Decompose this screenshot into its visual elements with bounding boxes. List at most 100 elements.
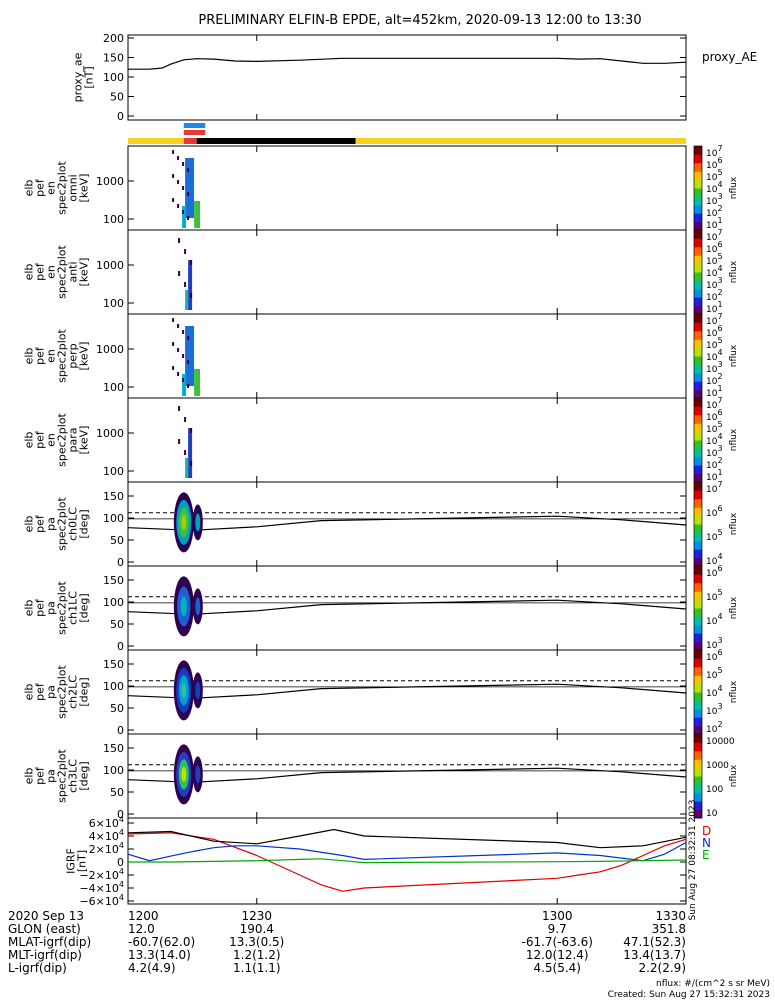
pa-y-tick-label: 150 (103, 574, 124, 587)
energy-colorbar-segment (694, 406, 702, 416)
spectrogram-data (190, 461, 193, 466)
ephem-row-label: MLAT-igrf(dip) (8, 935, 91, 949)
pa-y-tick-label: 100 (103, 680, 124, 693)
panels: 200150100500proxy_AEproxy_ae[nT]1000100e… (8, 32, 757, 975)
energy-colorbar-segment (694, 322, 702, 332)
energy-colorbar-segment (694, 364, 702, 374)
igrf-y-tick-label: −2×104 (79, 867, 124, 882)
spectrogram-data (184, 417, 187, 422)
igrf-panel-frame (127, 817, 687, 905)
spectrogram-data (182, 206, 187, 228)
ylabel-line: [deg] (78, 677, 91, 706)
pa-colorbar-segment (694, 608, 702, 617)
energy-colorbar-segment (694, 448, 702, 458)
ephem-value: 13.4(13.7) (623, 948, 686, 962)
spectrogram-data (185, 326, 195, 386)
ylabel-line: spec2plot (56, 329, 69, 383)
igrf-line-N (127, 841, 687, 862)
pa-colorbar-tick-label: 107 (706, 480, 723, 495)
ephem-value: 1.1(1.1) (233, 961, 281, 975)
spectrogram-data (182, 378, 185, 382)
pa-colorbar-segment (694, 482, 702, 491)
spectrogram-data (185, 458, 189, 478)
energy-colorbar-segment (694, 221, 702, 231)
pitch-angle-curve (127, 515, 687, 531)
ephem-value: 12.0(12.4) (526, 948, 589, 962)
pa-colorbar-segment (694, 683, 702, 693)
ylabel-line: pef (34, 598, 47, 617)
orbit-bar-yellow (128, 138, 193, 144)
energy-colorbar-tick-label: 105 (706, 168, 723, 183)
footer-created: Created: Sun Aug 27 15:32:31 2023 (608, 990, 770, 1000)
pa-colorbar-segment (694, 750, 702, 760)
energy-colorbar-tick-label: 101 (706, 468, 723, 483)
spectrogram-data (185, 290, 189, 310)
spectrogram-data (187, 384, 190, 388)
spectrogram-data (194, 369, 201, 396)
pa-colorbar-segment (694, 725, 702, 735)
ylabel-line: elb (23, 768, 36, 785)
igrf-y-tick-label: 2×104 (89, 841, 124, 856)
pa-colorbar-segment (694, 557, 702, 567)
energy-colorbar-tick-label: 105 (706, 252, 723, 267)
orbit-bar-red (183, 138, 197, 144)
spectrogram-data (182, 330, 185, 334)
pa-colorbar-segment (694, 792, 702, 802)
ylabel-line: ch2LC (67, 675, 80, 709)
energy-colorbar-tick-label: 105 (706, 336, 723, 351)
spectrogram-data (188, 428, 193, 478)
ylabel-line: pef (34, 262, 47, 281)
ylabel-line: spec2plot (56, 413, 69, 467)
pa-y-tick-label: 150 (103, 742, 124, 755)
pa-colorbar-segment (694, 759, 702, 769)
energy-colorbar-tick-label: 101 (706, 300, 723, 315)
pa-colorbar-segment (694, 599, 702, 609)
spectrogram-data (187, 360, 190, 364)
ylabel-line: pef (34, 682, 47, 701)
energy-colorbar-segment (694, 389, 702, 399)
energy-colorbar-segment (694, 423, 702, 433)
spectrogram-data (187, 192, 190, 196)
pa-colorbar-segment (694, 591, 702, 601)
orbit-bar-yellow (355, 138, 686, 144)
spectrogram-data (177, 372, 180, 376)
pa-colorbar-tick-label: 103 (706, 636, 723, 651)
ephem-value: 1230 (241, 909, 272, 923)
energy-colorbar-tick-label: 103 (706, 444, 723, 459)
pa-colorbar-tick-label: 104 (706, 552, 723, 567)
ylabel-line: spec2plot (56, 749, 69, 803)
ae-y-tick-label: 200 (103, 32, 124, 45)
science-zone-bar-blue (183, 123, 206, 128)
ylabel-line: elb (23, 180, 36, 197)
energy-colorbar-tick-label: 104 (706, 432, 723, 447)
pa-y-tick-label: 100 (103, 764, 124, 777)
energy-colorbar-segment (694, 154, 702, 164)
spectrogram-data (178, 439, 181, 444)
ylabel-line: [nT] (76, 850, 89, 872)
spectrogram-data (172, 150, 175, 154)
ephem-value: 1300 (542, 909, 573, 923)
igrf-y-tick-label: 0 (117, 856, 124, 869)
ylabel-line: pa (45, 601, 58, 615)
ae-legend: proxy_AE (702, 50, 757, 64)
energy-spectrogram-frame (127, 229, 687, 315)
ylabel-line: en (45, 433, 58, 447)
ylabel-line: elb (23, 684, 36, 701)
pitch-angle-data (195, 597, 201, 616)
ylabel-line: pef (34, 514, 47, 533)
pa-colorbar-tick-label: 105 (706, 528, 723, 543)
pa-colorbar-tick-label: 104 (706, 684, 723, 699)
energy-colorbar-segment (694, 465, 702, 475)
ephem-row-label: MLT-igrf(dip) (8, 948, 82, 962)
pa-colorbar-tick-label: 106 (706, 504, 723, 519)
energy-colorbar-tick-label: 104 (706, 348, 723, 363)
pa-colorbar-segment (694, 767, 702, 777)
spectrogram-data (172, 318, 175, 322)
pa-colorbar-tick-label: 105 (706, 666, 723, 681)
pa-y-tick-label: 100 (103, 512, 124, 525)
pa-colorbar-segment (694, 549, 702, 559)
ylabel-line: [keV] (78, 342, 91, 371)
